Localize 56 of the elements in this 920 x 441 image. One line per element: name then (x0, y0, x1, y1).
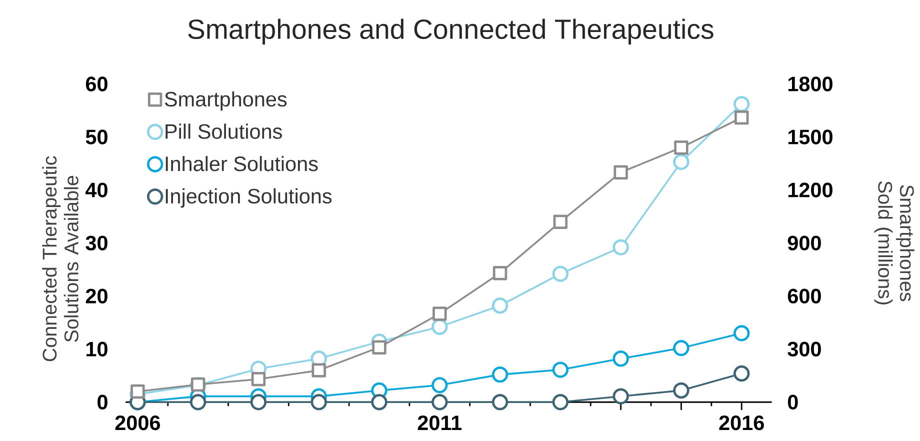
point (734, 325, 750, 342)
y-tick-label: 30 (86, 236, 108, 251)
point (492, 366, 508, 383)
y-tick-label: 10 (86, 342, 108, 357)
y-tick-label: 60 (86, 76, 108, 92)
point (432, 394, 448, 410)
y2-tick-label: 600 (788, 288, 821, 304)
point (552, 394, 569, 410)
point (673, 340, 690, 356)
point (190, 394, 206, 410)
y-tick-label: 20 (86, 288, 108, 304)
legend-label: Pill Solutions (166, 124, 282, 140)
point (674, 140, 688, 155)
legend-label: Inhaler Solutions (166, 156, 318, 172)
y2-tick-label: 900 (788, 236, 821, 251)
point (371, 394, 388, 410)
point (614, 165, 628, 180)
point (492, 266, 508, 280)
y-tick-label: 0 (98, 394, 108, 410)
point (552, 362, 569, 378)
x-tick-label: 2011 (418, 416, 462, 430)
point (251, 372, 266, 386)
point (432, 318, 448, 336)
y-axis-title: Connected Therapeutic Solutions Available (42, 156, 78, 362)
point (312, 363, 326, 378)
y2-tick-label: 300 (788, 342, 821, 357)
point (310, 394, 327, 410)
y2-tick-label: 1500 (788, 130, 832, 145)
y-tick-label: 40 (86, 182, 108, 198)
point (734, 110, 749, 125)
legend-label: Injection Solutions (166, 188, 332, 208)
point (612, 239, 629, 256)
point (734, 366, 750, 382)
point (250, 394, 267, 410)
point (553, 214, 568, 230)
x-tick-label: 2006 (115, 416, 160, 430)
point (612, 350, 629, 367)
point (673, 154, 690, 170)
point (492, 394, 508, 410)
point (130, 384, 145, 399)
point (432, 306, 447, 322)
y2-tick-label: 1800 (788, 76, 832, 92)
legend-label: Smartphones (164, 91, 287, 111)
point (492, 298, 508, 314)
point (552, 266, 569, 282)
y2-tick-label: 0 (788, 394, 798, 410)
point (734, 96, 750, 112)
point (372, 340, 386, 355)
point (612, 388, 629, 405)
y2-tick-label: 1200 (788, 182, 832, 198)
x-tick-label: 2016 (719, 416, 764, 430)
point (673, 382, 690, 399)
y-tick-label: 50 (86, 130, 108, 145)
y2-axis-title: Smartphones Sold (millions) (874, 182, 914, 305)
chart-title: Smartphones and Connected Therapeutics (188, 18, 714, 45)
point (432, 377, 448, 394)
